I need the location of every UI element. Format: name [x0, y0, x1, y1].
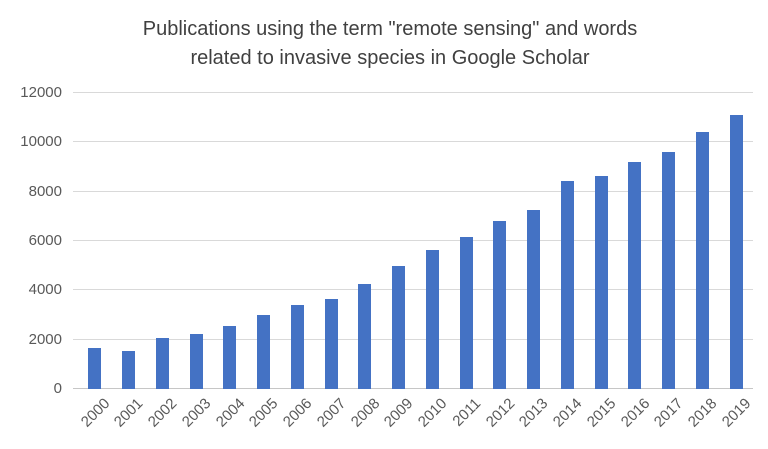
y-tick-label: 10000 [20, 133, 62, 151]
bar-slot [483, 93, 517, 389]
gridline [73, 190, 753, 192]
y-tick-label: 12000 [20, 84, 62, 101]
y-tick-label: 2000 [28, 330, 62, 348]
gridline [73, 289, 753, 291]
bar-slot [78, 93, 112, 389]
bar-slot [314, 93, 348, 389]
x-tick-label: 2003 [178, 395, 215, 431]
x-tick-label: 2009 [381, 395, 417, 431]
bars [78, 93, 753, 389]
bar-slot [719, 93, 753, 389]
x-axis-line [73, 388, 753, 389]
x-tick-label: 2002 [144, 395, 181, 431]
bar-slot [112, 93, 146, 389]
bar-slot [247, 93, 281, 389]
bar-2008 [358, 284, 372, 389]
x-tick-label: 2012 [482, 395, 518, 431]
x-tick-label: 2015 [583, 395, 620, 431]
bar-slot [416, 93, 450, 389]
bar-2004 [223, 326, 237, 389]
bar-2000 [88, 348, 102, 389]
bar-2010 [425, 249, 439, 389]
bar-slot [618, 93, 652, 389]
bar-slot [179, 93, 213, 389]
bar-2013 [527, 210, 541, 389]
bar-2012 [493, 221, 507, 389]
bar-2005 [257, 315, 271, 389]
bar-slot [146, 93, 180, 389]
y-tick-label: 6000 [28, 232, 62, 249]
bar-slot [517, 93, 551, 389]
gridline [73, 240, 753, 241]
bar-2018 [695, 132, 709, 389]
x-tick-label: 2005 [246, 395, 282, 431]
chart-title-line-1: Publications using the term "remote sens… [142, 18, 638, 40]
bar-2009 [392, 265, 406, 389]
x-tick-label: 2007 [313, 395, 350, 431]
x-tick-label: 2011 [449, 395, 485, 430]
bar-2019 [729, 115, 743, 389]
gridline [73, 338, 753, 340]
x-tick-label: 2019 [718, 395, 755, 431]
bar-slot [213, 93, 247, 389]
bar-slot [449, 93, 483, 389]
bar-slot [652, 93, 686, 389]
chart-title: Publications using the term "remote sens… [12, 15, 768, 73]
bar-2002 [155, 338, 169, 389]
x-tick-label: 2000 [77, 395, 113, 431]
bar-slot [281, 93, 315, 389]
gridline [73, 141, 753, 143]
bar-2014 [560, 180, 574, 389]
bar-slot [551, 93, 585, 389]
y-tick-label: 8000 [28, 182, 62, 200]
bar-slot [348, 93, 382, 389]
x-tick-label: 2004 [212, 395, 248, 431]
x-tick-label: 2008 [347, 395, 383, 431]
x-tick-label: 2014 [549, 395, 586, 431]
x-tick-label: 2010 [414, 395, 451, 431]
bar-slot [382, 93, 416, 389]
x-tick-label: 2018 [684, 395, 721, 431]
bar-2001 [122, 350, 136, 389]
y-tick-label: 0 [53, 380, 62, 397]
x-tick-label: 2017 [651, 395, 687, 431]
bar-2011 [459, 237, 473, 389]
bar-slot [686, 93, 720, 389]
bar-2015 [594, 175, 608, 389]
x-tick-label: 2013 [516, 395, 552, 431]
x-tick-label: 2001 [111, 395, 147, 431]
plot-area [73, 92, 753, 389]
bar-2007 [324, 298, 338, 389]
bar-2003 [189, 333, 203, 389]
bar-2006 [290, 305, 304, 389]
bar-2017 [662, 152, 676, 389]
bar-2016 [628, 162, 642, 389]
x-tick-label: 2016 [617, 395, 653, 431]
bar-slot [584, 93, 618, 389]
x-tick-label: 2006 [279, 395, 316, 431]
chart-title-line-2: related to invasive species in Google Sc… [190, 47, 590, 69]
y-tick-label: 4000 [28, 281, 62, 299]
gridline [73, 92, 753, 93]
